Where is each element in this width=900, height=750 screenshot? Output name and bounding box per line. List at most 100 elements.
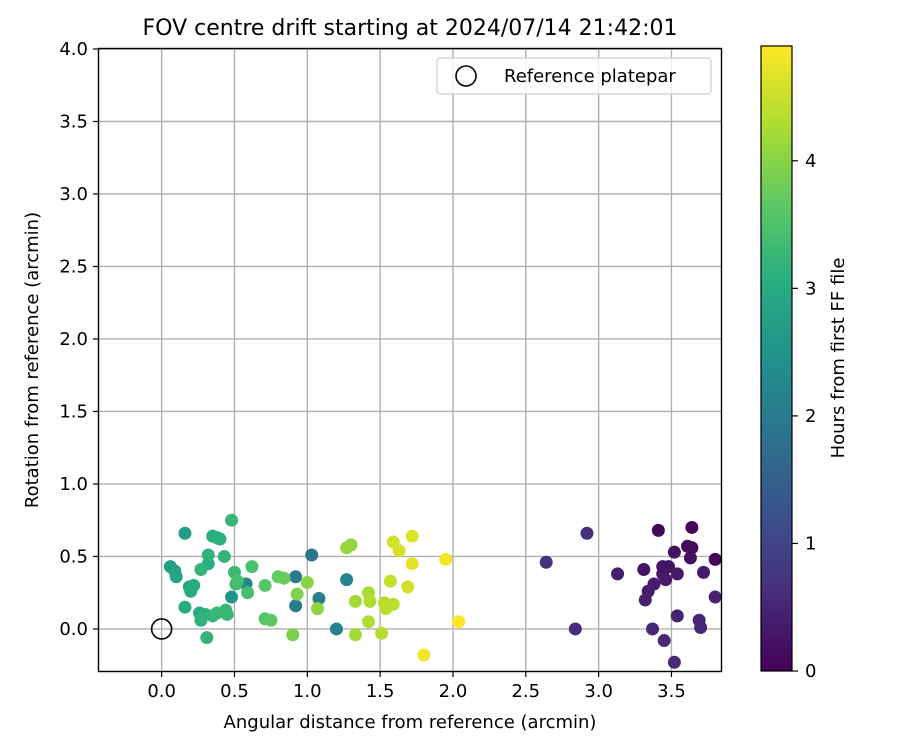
data-point xyxy=(670,567,684,581)
data-point xyxy=(667,655,681,669)
data-point xyxy=(680,539,694,553)
data-point xyxy=(220,607,234,621)
data-point xyxy=(685,520,699,534)
data-point xyxy=(611,567,625,581)
data-point xyxy=(363,594,377,608)
data-point xyxy=(300,576,314,590)
y-tick-label: 1.0 xyxy=(59,474,88,495)
data-point xyxy=(217,549,231,563)
data-point xyxy=(670,609,684,623)
data-point xyxy=(241,586,255,600)
data-point xyxy=(694,621,708,635)
colorbar-tick-label: 3 xyxy=(805,278,816,299)
x-tick-label: 3.0 xyxy=(584,681,613,702)
colorbar-tick-label: 1 xyxy=(805,533,816,554)
x-tick-label: 1.5 xyxy=(366,681,395,702)
data-point xyxy=(348,628,362,642)
data-point xyxy=(225,513,239,527)
data-point xyxy=(580,526,594,540)
data-point xyxy=(383,574,397,588)
x-tick-label: 3.5 xyxy=(657,681,686,702)
x-tick-label: 0.5 xyxy=(220,681,249,702)
data-point xyxy=(286,628,300,642)
data-point xyxy=(213,532,227,546)
x-tick-label: 2.5 xyxy=(511,681,540,702)
data-point xyxy=(637,563,651,577)
data-point xyxy=(344,538,358,552)
data-point xyxy=(392,544,406,558)
y-tick-label: 3.5 xyxy=(59,111,88,132)
data-point xyxy=(657,634,671,648)
data-point xyxy=(194,613,208,627)
data-point xyxy=(697,565,711,579)
data-point xyxy=(417,648,431,662)
y-tick-label: 4.0 xyxy=(59,39,88,60)
legend-box xyxy=(436,57,712,95)
x-tick-label: 1.0 xyxy=(293,681,322,702)
data-point xyxy=(340,573,354,587)
data-point xyxy=(169,570,183,584)
data-point xyxy=(201,548,215,562)
x-axis-ticks: 0.0 0.5 1.0 1.5 2.0 2.5 3.0 3.5 xyxy=(147,671,686,702)
data-point xyxy=(439,552,453,566)
data-point xyxy=(329,622,343,636)
data-point xyxy=(708,552,722,566)
data-point xyxy=(708,590,722,604)
y-axis-ticks: 0.0 0.5 1.0 1.5 2.0 2.5 3.0 3.5 4.0 xyxy=(59,39,99,640)
data-point xyxy=(348,594,362,608)
colorbar-ticks: 0 1 2 3 4 xyxy=(792,151,816,682)
data-point xyxy=(361,615,375,629)
data-point xyxy=(312,592,326,606)
data-point xyxy=(178,526,192,540)
colorbar-label: Hours from first FF file xyxy=(828,258,849,459)
data-point xyxy=(230,574,244,588)
grid-lines xyxy=(99,48,721,671)
data-point xyxy=(225,590,239,604)
x-tick-label: 2.0 xyxy=(439,681,468,702)
data-point xyxy=(290,587,304,601)
data-point xyxy=(200,631,214,645)
chart-title: FOV centre drift starting at 2024/07/14 … xyxy=(143,16,678,41)
y-tick-label: 2.5 xyxy=(59,256,88,277)
y-tick-label: 1.5 xyxy=(59,401,88,422)
data-point xyxy=(405,557,419,571)
data-point xyxy=(667,545,681,559)
data-point xyxy=(264,613,278,627)
data-point xyxy=(277,571,291,585)
plot-frame xyxy=(97,47,723,673)
y-axis-label: Rotation from reference (arcmin) xyxy=(22,212,43,508)
colorbar: 0 1 2 3 4 Hours from first FF file xyxy=(760,45,849,682)
colorbar-tick-label: 0 xyxy=(805,661,816,682)
data-point xyxy=(568,622,582,636)
x-tick-label: 0.0 xyxy=(147,681,176,702)
y-tick-label: 2.0 xyxy=(59,329,88,350)
y-tick-label: 3.0 xyxy=(59,184,88,205)
colorbar-tick-label: 4 xyxy=(805,151,816,172)
data-point xyxy=(194,563,208,577)
data-point xyxy=(178,600,192,614)
y-tick-label: 0.5 xyxy=(59,546,88,567)
data-point xyxy=(405,529,419,543)
data-point xyxy=(651,523,665,537)
data-point xyxy=(289,599,303,613)
data-point xyxy=(659,573,673,587)
data-point xyxy=(305,548,319,562)
data-point xyxy=(187,578,201,592)
legend-entry-label: Reference platepar xyxy=(504,66,676,87)
data-point xyxy=(386,597,400,611)
data-point xyxy=(539,555,553,569)
x-axis-label: Angular distance from reference (arcmin) xyxy=(224,712,597,733)
data-points xyxy=(163,513,722,669)
data-point xyxy=(683,551,697,565)
legend-marker-open-circle xyxy=(455,65,477,87)
data-point xyxy=(646,622,660,636)
colorbar-tick-label: 2 xyxy=(805,406,816,427)
data-point xyxy=(638,593,652,607)
data-point xyxy=(452,615,466,629)
colorbar-gradient xyxy=(760,45,793,672)
data-point xyxy=(401,580,415,594)
data-point xyxy=(245,560,259,574)
data-point xyxy=(289,570,303,584)
data-point xyxy=(258,578,272,592)
